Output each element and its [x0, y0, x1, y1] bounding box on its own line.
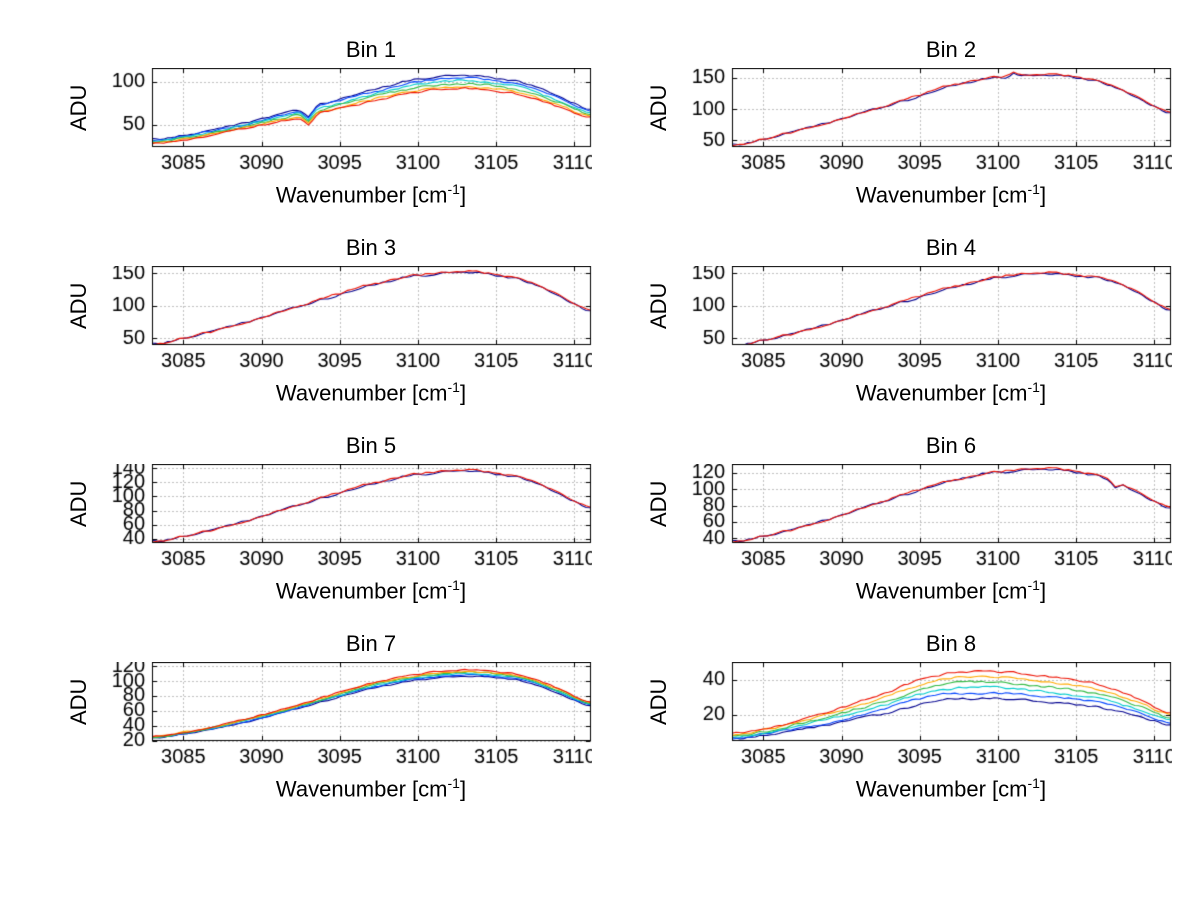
- x-axis-label-exponent: -1: [1027, 181, 1040, 197]
- subplot-bin-3: Bin 3 ADU Wavenumber [cm-1]: [60, 236, 596, 418]
- x-axis-label: Wavenumber [cm-1]: [152, 176, 590, 208]
- x-axis-label: Wavenumber [cm-1]: [152, 770, 590, 802]
- plot-canvas-bin-2: [676, 68, 1172, 174]
- subplot-bin-6: Bin 6 ADU Wavenumber [cm-1]: [640, 434, 1176, 616]
- plot-canvas-bin-7: [96, 662, 592, 768]
- x-axis-label-text: Wavenumber [cm: [275, 182, 448, 208]
- x-axis-label: Wavenumber [cm-1]: [732, 770, 1170, 802]
- x-axis-label-text: Wavenumber [cm: [275, 578, 448, 604]
- x-axis-label: Wavenumber [cm-1]: [152, 374, 590, 406]
- x-axis-label: Wavenumber [cm-1]: [732, 572, 1170, 604]
- plot-title-bin-1: Bin 1: [345, 37, 397, 62]
- x-axis-label-exponent: -1: [447, 577, 460, 593]
- x-axis-label-exponent: -1: [1027, 379, 1040, 395]
- plot-canvas-bin-1: [96, 68, 592, 174]
- plot-canvas-bin-6: [676, 464, 1172, 570]
- plot-title-bin-4: Bin 4: [925, 235, 977, 260]
- plot-title-bin-7: Bin 7: [345, 631, 397, 656]
- x-axis-label-exponent: -1: [1027, 775, 1040, 791]
- x-axis-label: Wavenumber [cm-1]: [732, 176, 1170, 208]
- y-axis-label: ADU: [646, 282, 671, 329]
- x-axis-label-text: Wavenumber [cm: [275, 380, 448, 406]
- x-axis-label-close: ]: [1039, 182, 1047, 208]
- plot-canvas-bin-4: [676, 266, 1172, 372]
- subplot-bin-7: Bin 7 ADU Wavenumber [cm-1]: [60, 632, 596, 814]
- subplot-bin-2: Bin 2 ADU Wavenumber [cm-1]: [640, 38, 1176, 220]
- plot-canvas-bin-3: [96, 266, 592, 372]
- y-axis-label: ADU: [646, 480, 671, 527]
- x-axis-label-text: Wavenumber [cm: [855, 776, 1028, 802]
- subplot-bin-4: Bin 4 ADU Wavenumber [cm-1]: [640, 236, 1176, 418]
- plot-title-bin-3: Bin 3: [345, 235, 397, 260]
- plot-canvas-bin-8: [676, 662, 1172, 768]
- y-axis-label: ADU: [646, 678, 671, 725]
- x-axis-label-text: Wavenumber [cm: [855, 380, 1028, 406]
- plot-canvas-bin-5: [96, 464, 592, 570]
- subplot-bin-1: Bin 1 ADU Wavenumber [cm-1]: [60, 38, 596, 220]
- x-axis-label-close: ]: [459, 776, 467, 802]
- plot-title-bin-6: Bin 6: [925, 433, 977, 458]
- subplot-bin-5: Bin 5 ADU Wavenumber [cm-1]: [60, 434, 596, 616]
- y-axis-label: ADU: [66, 480, 91, 527]
- x-axis-label-close: ]: [1039, 578, 1047, 604]
- plot-title-bin-8: Bin 8: [925, 631, 977, 656]
- x-axis-label-exponent: -1: [447, 181, 460, 197]
- y-axis-label: ADU: [646, 84, 671, 131]
- x-axis-label: Wavenumber [cm-1]: [152, 572, 590, 604]
- y-axis-label: ADU: [66, 282, 91, 329]
- x-axis-label-close: ]: [459, 182, 467, 208]
- x-axis-label-text: Wavenumber [cm: [855, 578, 1028, 604]
- x-axis-label-text: Wavenumber [cm: [275, 776, 448, 802]
- subplot-bin-8: Bin 8 ADU Wavenumber [cm-1]: [640, 632, 1176, 814]
- x-axis-label: Wavenumber [cm-1]: [732, 374, 1170, 406]
- x-axis-label-close: ]: [459, 380, 467, 406]
- y-axis-label: ADU: [66, 678, 91, 725]
- plot-title-bin-5: Bin 5: [345, 433, 397, 458]
- x-axis-label-close: ]: [459, 578, 467, 604]
- x-axis-label-text: Wavenumber [cm: [855, 182, 1028, 208]
- x-axis-label-exponent: -1: [447, 775, 460, 791]
- y-axis-label: ADU: [66, 84, 91, 131]
- x-axis-label-exponent: -1: [1027, 577, 1040, 593]
- x-axis-label-close: ]: [1039, 380, 1047, 406]
- plot-title-bin-2: Bin 2: [925, 37, 977, 62]
- x-axis-label-exponent: -1: [447, 379, 460, 395]
- matlab-figure: Bin 1 ADU Wavenumber [cm-1] Bin 2 ADU Wa…: [60, 38, 1176, 814]
- x-axis-label-close: ]: [1039, 776, 1047, 802]
